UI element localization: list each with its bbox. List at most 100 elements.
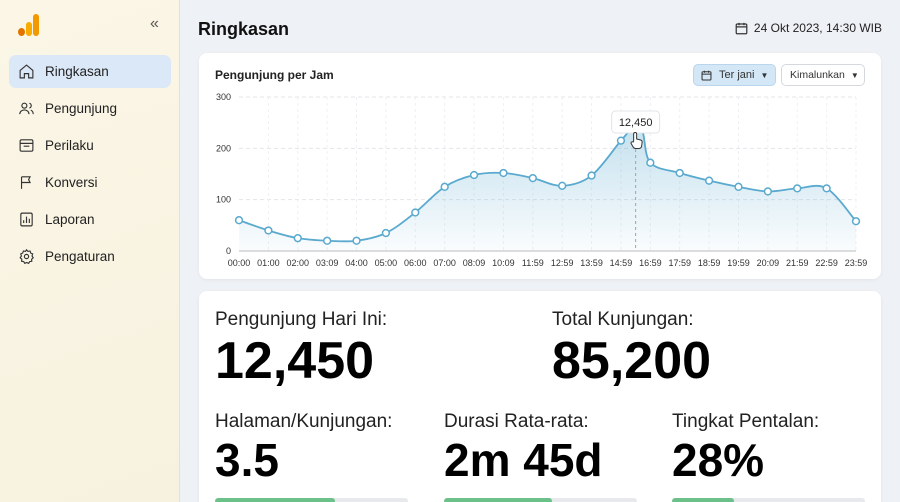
data-point <box>704 176 714 185</box>
data-point <box>587 171 596 180</box>
stat-value: 85,200 <box>552 332 712 390</box>
x-tick-label: 21:59 <box>786 258 809 268</box>
y-tick-label: 300 <box>216 92 231 102</box>
browser-icon <box>19 139 34 152</box>
stat-value: 28% <box>672 434 765 486</box>
visitors-area-chart[interactable]: 0 100 200 300 00:00 01:00 02:00 03:09 04:00 05:00… <box>199 53 881 279</box>
x-tick-label: 13:59 <box>580 258 603 268</box>
data-point <box>616 136 626 145</box>
x-tick-label: 17:59 <box>668 258 691 268</box>
stat-pages-per-visit: Halaman/Kunjungan: 3.5 <box>215 411 392 487</box>
x-tick-label: 06:00 <box>404 258 427 268</box>
calendar-icon <box>701 70 712 80</box>
data-point <box>793 184 802 193</box>
data-point <box>234 216 244 225</box>
chart-title: Pengunjung per Jam <box>215 68 334 82</box>
page-title: Ringkasan <box>198 19 290 39</box>
data-point <box>646 158 655 167</box>
sidebar-item-label: Konversi <box>45 175 98 190</box>
stat-label: Pengunjung Hari Ini: <box>215 309 388 330</box>
stat-visitors-today: Pengunjung Hari Ini: 12,450 <box>215 309 387 391</box>
x-tick-label: 14:59 <box>610 258 633 268</box>
x-tick-label: 11:59 <box>522 258 544 268</box>
data-point <box>411 208 420 217</box>
data-point <box>322 236 332 245</box>
main-content: Ringkasan 24 Okt 2023, 14:30 WIB Pengunj… <box>180 0 900 502</box>
calendar-icon <box>735 22 748 34</box>
hand-cursor-icon <box>630 132 643 150</box>
x-tick-label: 16:59 <box>639 258 662 268</box>
chart-tooltip-value: 12,450 <box>619 117 653 129</box>
chevron-down-icon: ▼ <box>850 70 859 80</box>
y-tick-label: 0 <box>226 246 231 256</box>
pages-progress-bar <box>215 498 408 502</box>
sidebar-nav: Ringkasan Pengunjung Perilaku Konversi L… <box>9 55 171 277</box>
analytics-logo-icon <box>18 14 40 36</box>
progress-fill <box>444 498 553 502</box>
stat-value: 3.5 <box>215 434 279 486</box>
data-point <box>469 170 479 180</box>
data-point <box>822 184 831 193</box>
duration-progress-bar <box>444 498 637 502</box>
data-point <box>499 168 508 178</box>
stat-bounce-rate: Tingkat Pentalan: 28% <box>672 411 819 487</box>
x-tick-label: 03:09 <box>316 258 339 268</box>
x-tick-label: 23:59 <box>845 258 868 268</box>
x-tick-label: 02:00 <box>286 258 309 268</box>
sidebar-item-ringkasan[interactable]: Ringkasan <box>9 55 171 88</box>
date-range-button[interactable]: Ter jani ▼ <box>693 64 776 86</box>
x-tick-label: 22:59 <box>815 258 838 268</box>
data-point <box>293 234 302 243</box>
sidebar-item-label: Perilaku <box>45 138 94 153</box>
data-point <box>381 228 391 238</box>
data-point <box>734 182 743 191</box>
data-point <box>264 226 273 235</box>
gear-icon <box>19 248 34 265</box>
sidebar-item-pengunjung[interactable]: Pengunjung <box>9 92 171 125</box>
sidebar-item-konversi[interactable]: Konversi <box>9 166 171 199</box>
data-point <box>851 217 861 226</box>
datetime-display: 24 Okt 2023, 14:30 WIB <box>735 21 882 35</box>
data-point <box>440 182 449 191</box>
stat-label: Tingkat Pentalan: <box>672 411 820 432</box>
chevron-down-icon: ▼ <box>760 70 769 80</box>
home-icon <box>19 64 34 79</box>
stat-avg-duration: Durasi Rata-rata: 2m 45d <box>444 411 603 487</box>
y-tick-label: 100 <box>216 195 231 205</box>
sidebar: « Ringkasan Pengunjung Perilaku Konversi… <box>0 0 180 502</box>
x-tick-label: 20:09 <box>757 258 780 268</box>
date-range-label: Ter jani <box>719 69 755 81</box>
x-tick-label: 18:59 <box>698 258 721 268</box>
sidebar-item-label: Laporan <box>45 212 95 227</box>
x-tick-label: 08:09 <box>463 258 486 268</box>
x-tick-label: 19:59 <box>727 258 750 268</box>
users-icon <box>19 102 34 115</box>
stat-value: 12,450 <box>215 332 375 390</box>
progress-fill <box>215 498 335 502</box>
sidebar-item-laporan[interactable]: Laporan <box>9 203 171 236</box>
stat-label: Halaman/Kunjungan: <box>215 411 393 432</box>
data-point <box>675 168 684 178</box>
collapse-sidebar-icon[interactable]: « <box>150 15 159 32</box>
visitors-chart-card: Pengunjung per Jam Ter jani ▼ Kimalunkan… <box>199 53 881 279</box>
stats-card: Pengunjung Hari Ini: 12,450 Total Kunjun… <box>199 291 881 502</box>
chart-area-fill <box>239 127 856 251</box>
flag-icon <box>20 176 31 189</box>
x-tick-label: 12:59 <box>551 258 574 268</box>
stat-label: Total Kunjungan: <box>552 309 694 330</box>
sidebar-item-perilaku[interactable]: Perilaku <box>9 129 171 162</box>
data-point <box>558 181 567 190</box>
stat-value: 2m 45d <box>444 434 603 486</box>
sidebar-item-label: Pengaturan <box>45 249 115 264</box>
progress-fill <box>672 498 734 502</box>
report-icon <box>20 212 33 227</box>
stat-label: Durasi Rata-rata: <box>444 411 589 432</box>
x-tick-label: 10:09 <box>492 258 515 268</box>
aggregate-label: Kimalunkan <box>790 69 845 81</box>
data-point <box>352 236 361 245</box>
sidebar-item-label: Pengunjung <box>45 101 118 116</box>
sidebar-item-pengaturan[interactable]: Pengaturan <box>9 240 171 273</box>
stat-total-visits: Total Kunjungan: 85,200 <box>552 309 711 391</box>
x-tick-label: 04:00 <box>345 258 368 268</box>
aggregate-dropdown[interactable]: Kimalunkan ▼ <box>781 64 865 86</box>
